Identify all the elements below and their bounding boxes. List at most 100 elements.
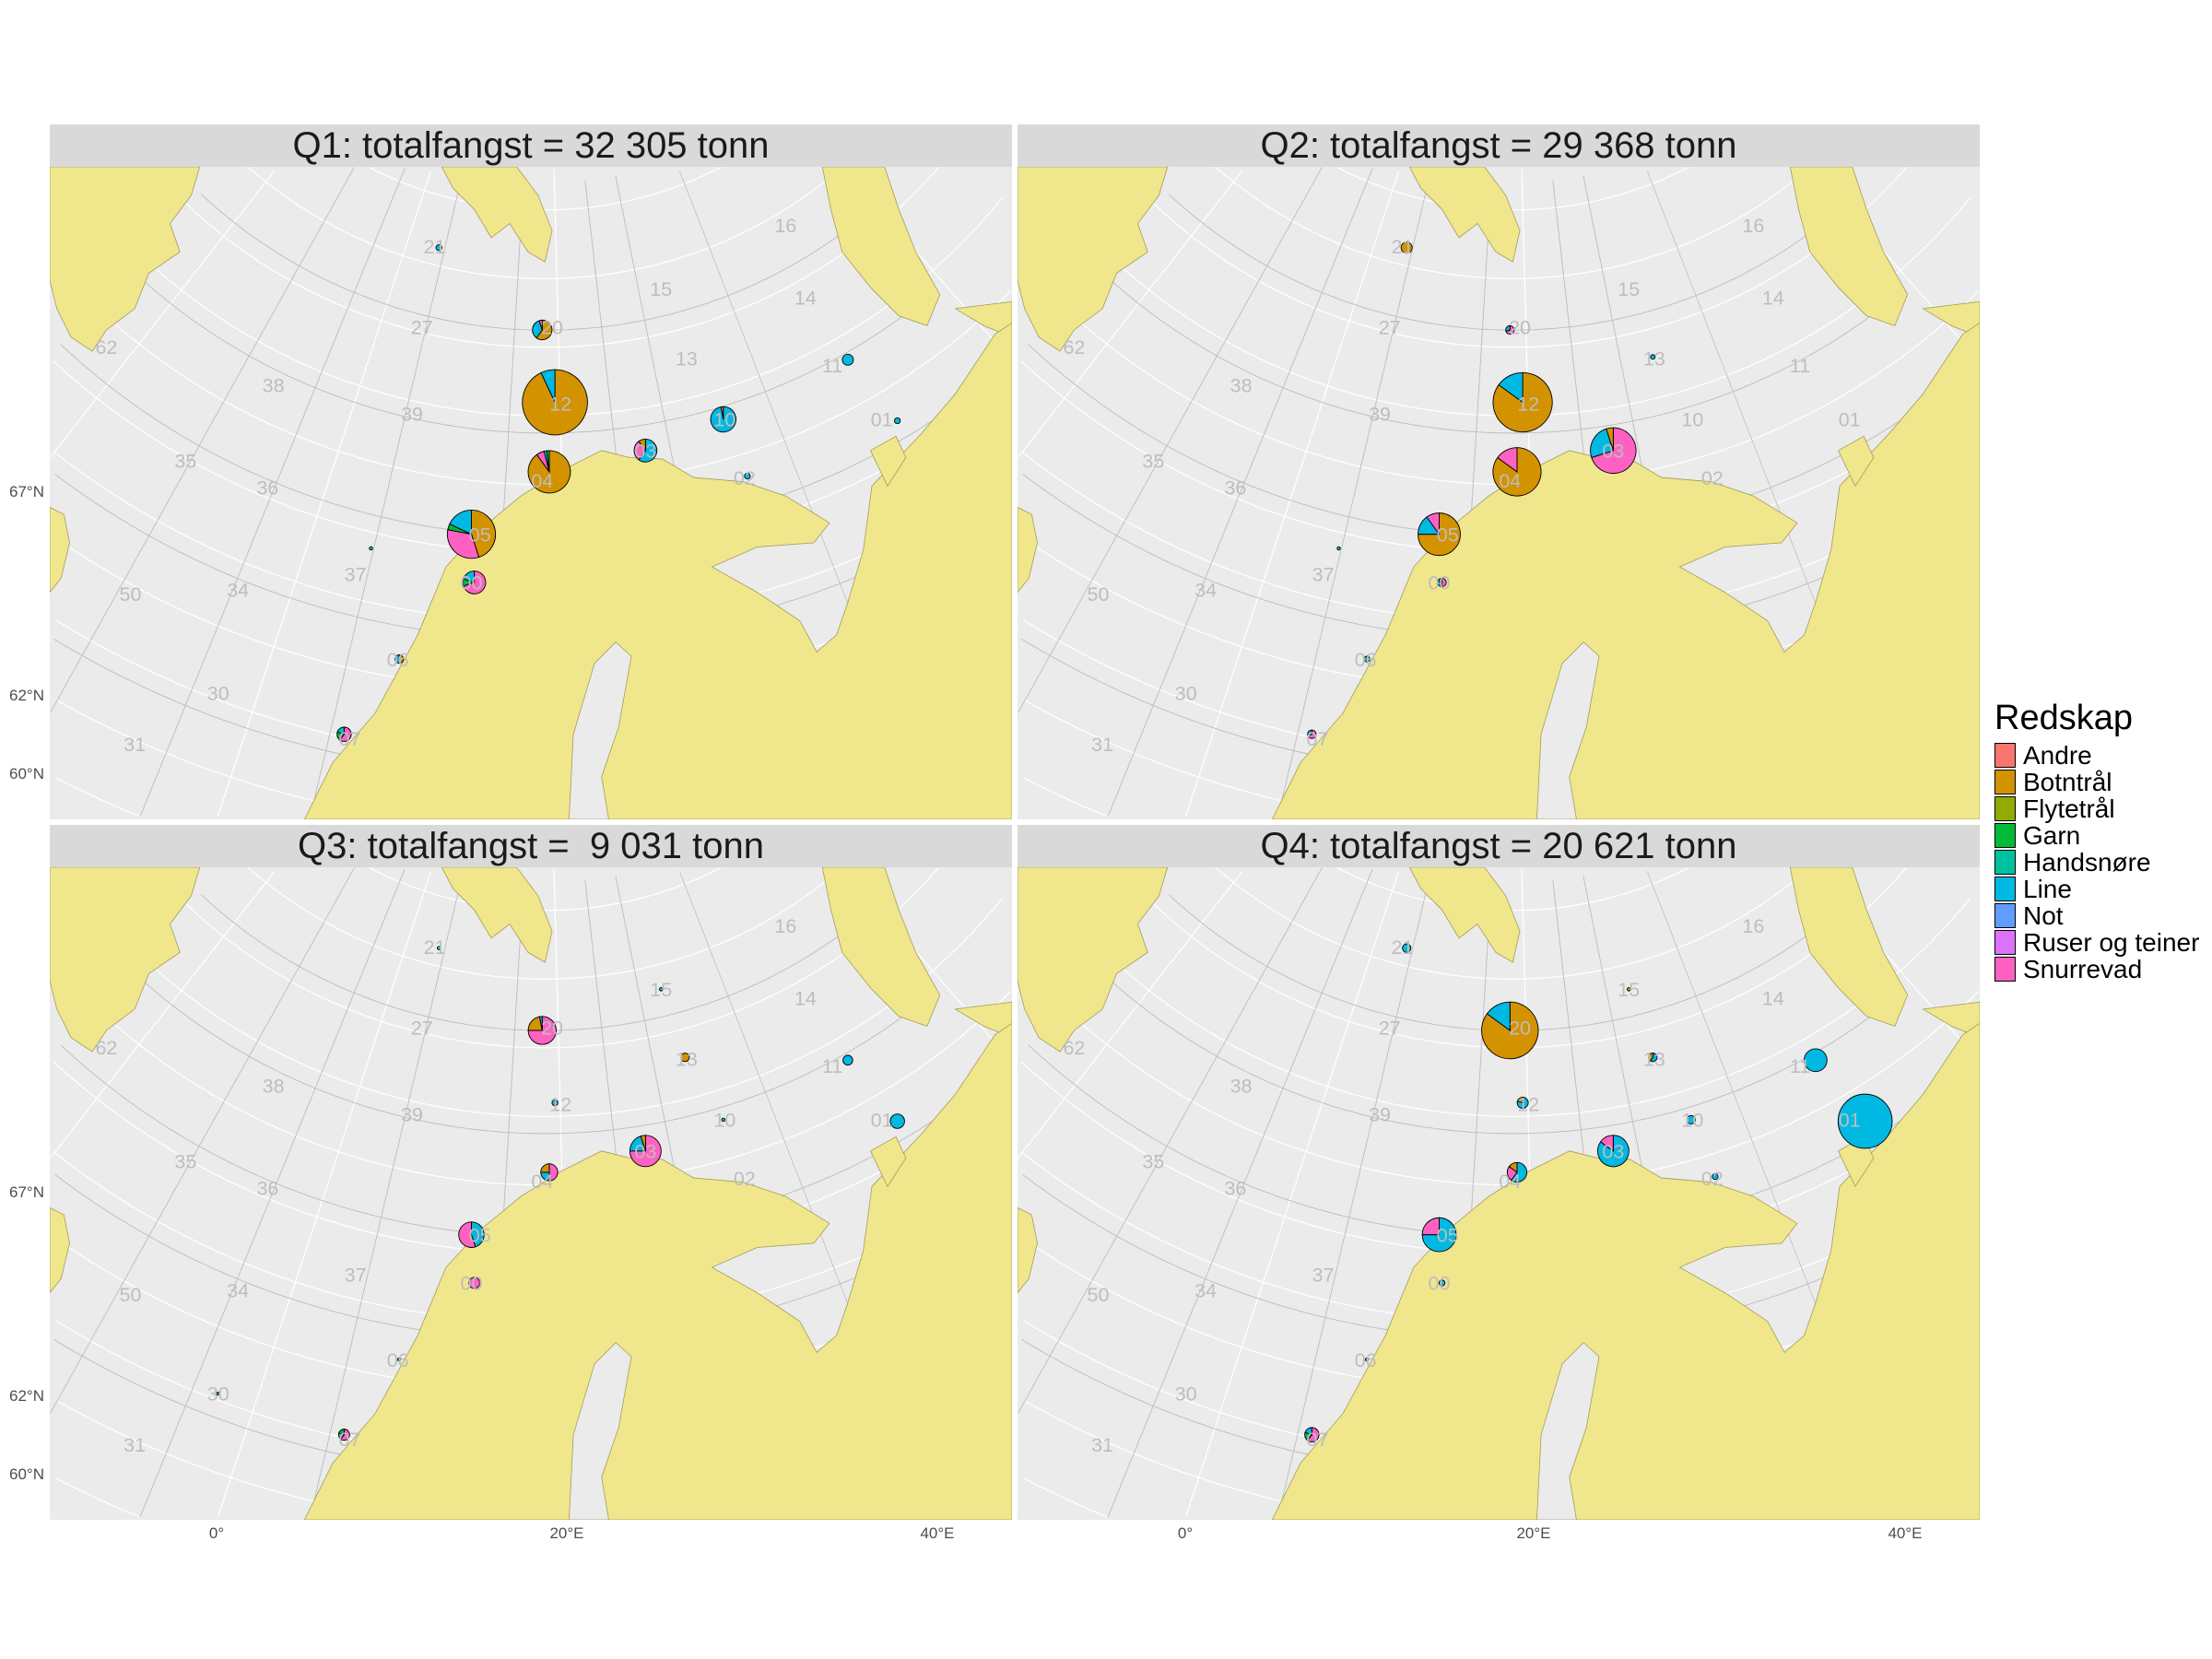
pie-slice-line [1516, 1097, 1529, 1109]
pie-area-10 [710, 406, 737, 433]
area-label: 39 [1369, 403, 1391, 425]
y-tick-label: 67°N [9, 1183, 44, 1201]
parallel-line [1215, 167, 1808, 279]
pie-slice-snurrevad [339, 726, 352, 742]
area-label: 36 [256, 477, 278, 500]
area-label: 01 [871, 409, 893, 431]
area-label: 14 [1762, 287, 1784, 309]
meridian-line [1018, 871, 1242, 1159]
area-label: 30 [1175, 683, 1197, 705]
pie-slice-line [369, 546, 373, 551]
area-label: 35 [174, 450, 196, 472]
pie-slice-line [1686, 1114, 1696, 1125]
pie-slice-line [744, 472, 751, 480]
pie-area-03 [1596, 1135, 1630, 1168]
area-label: 03 [1602, 1140, 1624, 1162]
pie-slice-line [1336, 546, 1341, 551]
land-polygon [1018, 867, 1169, 1053]
area-boundary [1107, 868, 1373, 1518]
pie-slice-handsnøre [1363, 655, 1368, 663]
area-label: 04 [531, 1171, 553, 1193]
area-label: 13 [676, 347, 698, 370]
gulf-of-bothnia [569, 641, 632, 819]
pie-area-11 [1804, 1048, 1828, 1073]
land-polygon [1018, 167, 1169, 352]
pie-slice-botntrål [535, 319, 553, 340]
pie-slice-line [1804, 1048, 1828, 1073]
pie-area-21 [436, 946, 441, 950]
pie-area-15 [1627, 987, 1631, 992]
area-label: 50 [1088, 583, 1110, 606]
area-label: 62 [95, 1037, 117, 1059]
legend-swatch [1994, 743, 2016, 768]
legend-item: Garn [1994, 822, 2199, 849]
x-tick-label: 0° [208, 1524, 225, 1542]
pie-slice-line [449, 509, 472, 535]
parallel-line [369, 867, 722, 912]
x-tick-label: 40°E [920, 1524, 955, 1542]
area-boundary [139, 868, 406, 1518]
area-label: 34 [1194, 579, 1217, 601]
area-label: 50 [1088, 1284, 1110, 1306]
pie-slice-line [396, 1357, 402, 1362]
area-label: 02 [1701, 1168, 1724, 1190]
area-label: 35 [174, 1150, 196, 1172]
area-label: 62 [1063, 1037, 1085, 1059]
parallel-line [157, 167, 939, 348]
pie-slice-line [659, 987, 664, 992]
pie-area-06 [394, 654, 405, 665]
legend-swatch [1994, 796, 2016, 821]
land-polygon [1018, 1206, 1038, 1294]
pie-area-01 [1837, 1093, 1893, 1149]
y-tick-label: 62°N [9, 1387, 44, 1405]
pie-slice-line [1650, 1053, 1658, 1063]
area-label: 27 [411, 1018, 433, 1040]
area-label: 38 [1230, 1076, 1253, 1098]
legend-label: Handsnøre [2023, 848, 2151, 877]
area-label: 13 [1643, 347, 1665, 370]
area-label: 11 [822, 355, 842, 377]
area-label: 20 [1509, 1018, 1531, 1040]
pie-area-07 [1307, 729, 1317, 739]
area-label: 12 [1517, 394, 1539, 416]
panel-title-q2: Q2: totalfangst = 29 368 tonn [1018, 124, 1980, 167]
area-label: 16 [774, 215, 796, 237]
pie-slice-line [551, 1099, 559, 1107]
x-tick-label: 0° [1177, 1524, 1194, 1542]
parallel-line [1215, 867, 1808, 980]
pie-slice-line [1650, 354, 1656, 360]
legend-item: Line [1994, 876, 2199, 902]
area-label: 27 [411, 317, 433, 339]
x-tick-label: 20°E [1516, 1524, 1551, 1542]
area-label: 04 [1499, 470, 1521, 492]
land-polygon [821, 867, 941, 1027]
pie-slice-snurrevad [340, 1429, 350, 1441]
pie-slice-snurrevad [458, 1221, 477, 1248]
pie-slice-snurrevad [1426, 512, 1440, 536]
map-panel-q2: 16 15 14 21 27 20 13 11 62 38 39 12 10 01 35 36 04 03 02 05… [1018, 167, 1980, 819]
legend-item: Ruser og teiner [1994, 929, 2199, 956]
land-polygon [50, 1206, 70, 1294]
pie-slice-line [394, 654, 400, 665]
pie-slice-line [721, 1117, 726, 1123]
area-boundary [139, 168, 406, 818]
area-label: 30 [207, 1383, 229, 1406]
pie-slice-line [336, 726, 345, 735]
legend-label: Andre [2023, 741, 2092, 770]
area-label: 38 [263, 375, 285, 397]
pie-slice-line [1837, 1093, 1893, 1149]
area-label: 31 [1091, 734, 1113, 756]
y-tick-label: 60°N [9, 1465, 44, 1483]
pie-slice-line [1590, 428, 1614, 459]
area-label: 38 [1230, 375, 1253, 397]
x-tick-label: 40°E [1888, 1524, 1923, 1542]
area-label: 15 [650, 278, 672, 300]
pie-area-07 [1304, 1427, 1320, 1442]
area-label: 16 [1742, 915, 1764, 937]
land-polygon [954, 1001, 1012, 1039]
gulf-of-bothnia [569, 1342, 632, 1520]
area-label: 13 [1643, 1048, 1665, 1070]
pie-area-03 [1590, 427, 1637, 475]
pie-area-05 [446, 509, 497, 559]
pie-slice-line [1511, 1161, 1527, 1182]
